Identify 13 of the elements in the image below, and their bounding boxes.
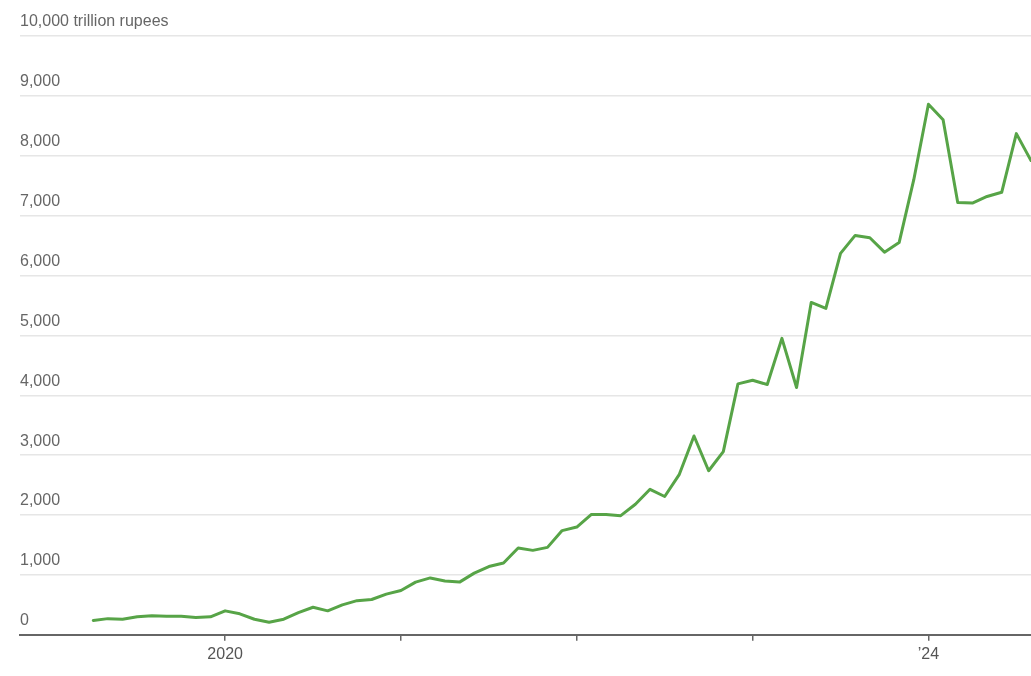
y-tick-label: 10,000 trillion rupees <box>20 12 169 30</box>
y-tick-label: 5,000 <box>20 311 61 329</box>
y-tick-label: 4,000 <box>20 371 61 389</box>
y-tick-label: 8,000 <box>20 132 61 150</box>
y-tick-label: 6,000 <box>20 251 61 269</box>
y-tick-label: 9,000 <box>20 72 61 90</box>
y-tick-label: 2,000 <box>20 491 61 509</box>
y-tick-label: 0 <box>20 611 29 629</box>
y-tick-label: 3,000 <box>20 431 61 449</box>
x-tick-label: 2020 <box>207 644 244 662</box>
x-tick-label: ’24 <box>917 644 940 662</box>
y-tick-label: 1,000 <box>20 551 61 569</box>
y-tick-label: 7,000 <box>20 192 61 210</box>
